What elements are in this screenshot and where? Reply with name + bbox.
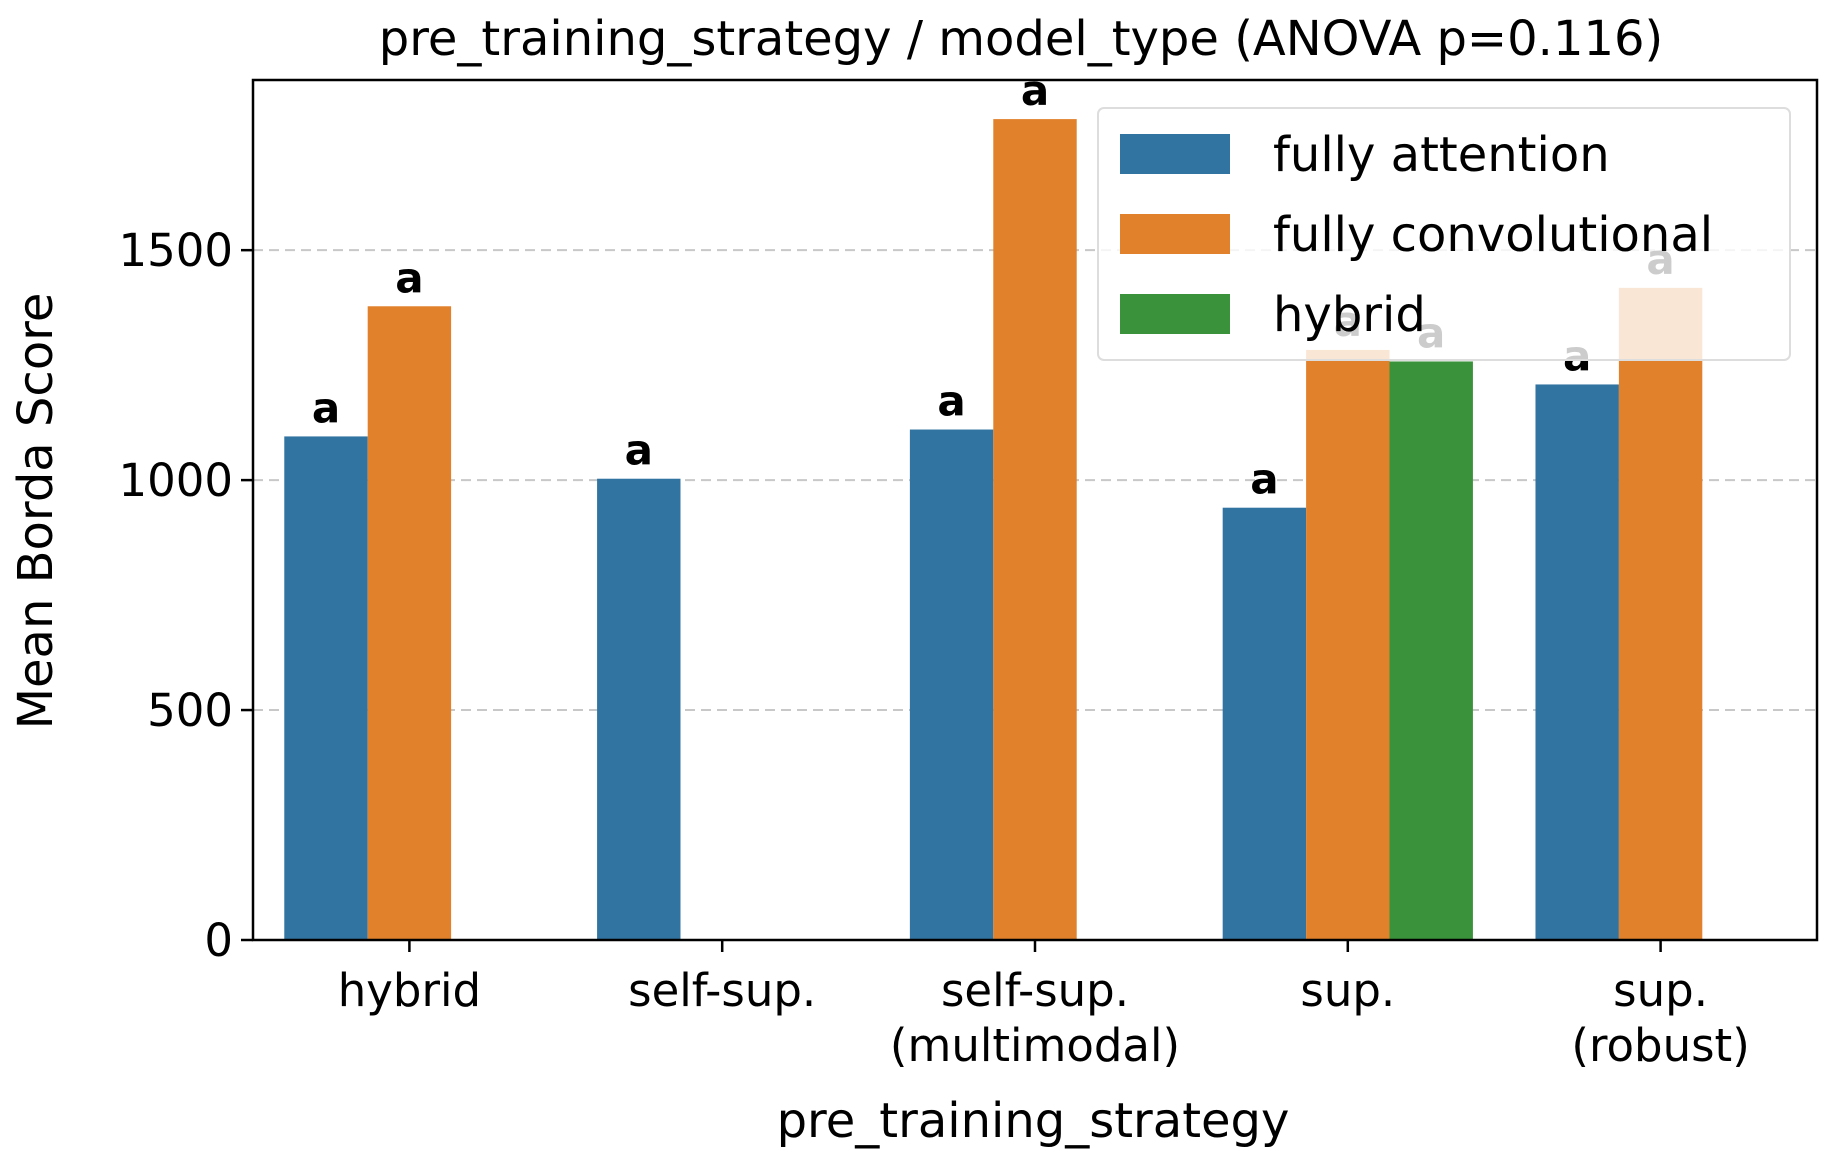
legend: fully attention fully convolutional hybrid	[1097, 107, 1791, 361]
y-tick-label: 1500	[118, 224, 233, 277]
x-tick-label: sup.	[1300, 964, 1395, 1017]
bar-label: a	[1250, 455, 1278, 504]
legend-frame	[1097, 107, 1791, 361]
bar	[1535, 384, 1619, 940]
legend-label: fully attention	[1273, 127, 1610, 183]
bar-label: a	[395, 253, 423, 302]
x-tick-label: sup.	[1613, 964, 1708, 1017]
x-tick-label: (multimodal)	[890, 1019, 1180, 1072]
legend-swatch	[1120, 294, 1230, 334]
x-tick-label: self-sup.	[628, 964, 816, 1017]
bar-label: a	[625, 426, 653, 475]
y-tick-label: 1000	[118, 454, 233, 507]
bar	[284, 436, 368, 940]
bar	[597, 478, 681, 940]
bar-label: a	[937, 377, 965, 426]
y-tick-label: 500	[147, 684, 233, 737]
y-axis: 0 500 1000 1500	[118, 224, 253, 967]
x-tick-label: hybrid	[338, 964, 481, 1017]
bars	[284, 119, 1703, 941]
bar	[993, 119, 1077, 940]
y-tick-label: 0	[204, 914, 233, 967]
bar	[909, 429, 994, 940]
legend-swatch	[1120, 214, 1230, 254]
bar-label: a	[312, 383, 340, 432]
x-axis: hybrid self-sup. self-sup.(multimodal)sup.…	[338, 940, 1750, 1072]
x-tick-label: self-sup.	[941, 964, 1129, 1017]
x-tick-label: (robust)	[1571, 1019, 1749, 1072]
bar	[1306, 349, 1390, 940]
bar	[1618, 287, 1703, 940]
bar	[367, 306, 452, 941]
bar-label: a	[1021, 66, 1049, 115]
chart-title: pre_training_strategy / model_type (ANOV…	[379, 11, 1664, 67]
y-axis-label: Mean Borda Score	[8, 293, 64, 730]
bar	[1389, 361, 1473, 940]
bar	[1222, 507, 1307, 940]
legend-swatch	[1120, 134, 1230, 174]
legend-label: fully convolutional	[1273, 207, 1713, 263]
x-axis-label: pre_training_strategy	[777, 1093, 1290, 1149]
legend-label: hybrid	[1273, 287, 1426, 343]
